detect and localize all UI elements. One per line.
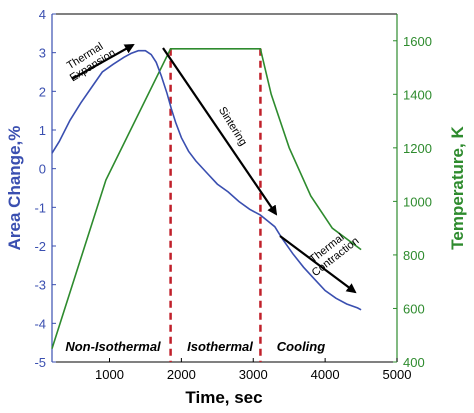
- region-label-non-isothermal: Non-Isothermal: [65, 339, 161, 354]
- left-tick-label: -5: [34, 355, 46, 370]
- left-tick-label: -2: [34, 239, 46, 254]
- sintering-arrow: [162, 47, 278, 216]
- x-axis-ticks: 1000 2000 3000 4000 5000: [95, 358, 411, 382]
- right-tick-label: 800: [403, 248, 425, 263]
- right-tick-label: 1600: [403, 34, 432, 49]
- phase-boundaries: [169, 48, 262, 362]
- x-tick-label: 1000: [95, 367, 124, 382]
- left-tick-label: 0: [39, 162, 46, 177]
- sintering-label: Sintering: [216, 105, 249, 148]
- right-tick-label: 1200: [403, 141, 432, 156]
- right-tick-label: 1400: [403, 87, 432, 102]
- left-tick-label: -1: [34, 200, 46, 215]
- series-line-area-change: [51, 49, 362, 311]
- right-tick-label: 1000: [403, 194, 432, 209]
- left-axis-label: Area Change,%: [5, 126, 24, 251]
- series-line-temperature: [51, 48, 362, 349]
- right-axis-label: Temperature, K: [448, 126, 467, 250]
- x-tick-label: 4000: [311, 367, 340, 382]
- region-label-isothermal: Isothermal: [187, 339, 253, 354]
- x-tick-label: 2000: [167, 367, 196, 382]
- left-tick-label: 2: [39, 84, 46, 99]
- thermal-expansion-label: Thermal Expansion: [61, 37, 117, 85]
- left-tick-label: -4: [34, 316, 46, 331]
- right-axis-ticks: 400 600 800 1000 1200 1400 1600: [393, 34, 432, 370]
- x-tick-label: 3000: [239, 367, 268, 382]
- left-axis-ticks: -5 -4 -3 -2 -1 0 1 2 3 4: [34, 7, 56, 370]
- x-tick-label: 5000: [383, 367, 412, 382]
- left-tick-label: 3: [39, 46, 46, 61]
- thermal-expansion-arrow: [71, 44, 135, 80]
- thermal-contraction-label: Thermal Contraction: [302, 226, 361, 280]
- x-axis-label: Time, sec: [185, 388, 262, 407]
- left-tick-label: 1: [39, 123, 46, 138]
- left-tick-label: -3: [34, 278, 46, 293]
- thermal-contraction-arrow: [279, 235, 357, 294]
- right-tick-label: 400: [403, 355, 425, 370]
- left-tick-label: 4: [39, 7, 46, 22]
- right-tick-label: 600: [403, 301, 425, 316]
- region-label-cooling: Cooling: [277, 339, 325, 354]
